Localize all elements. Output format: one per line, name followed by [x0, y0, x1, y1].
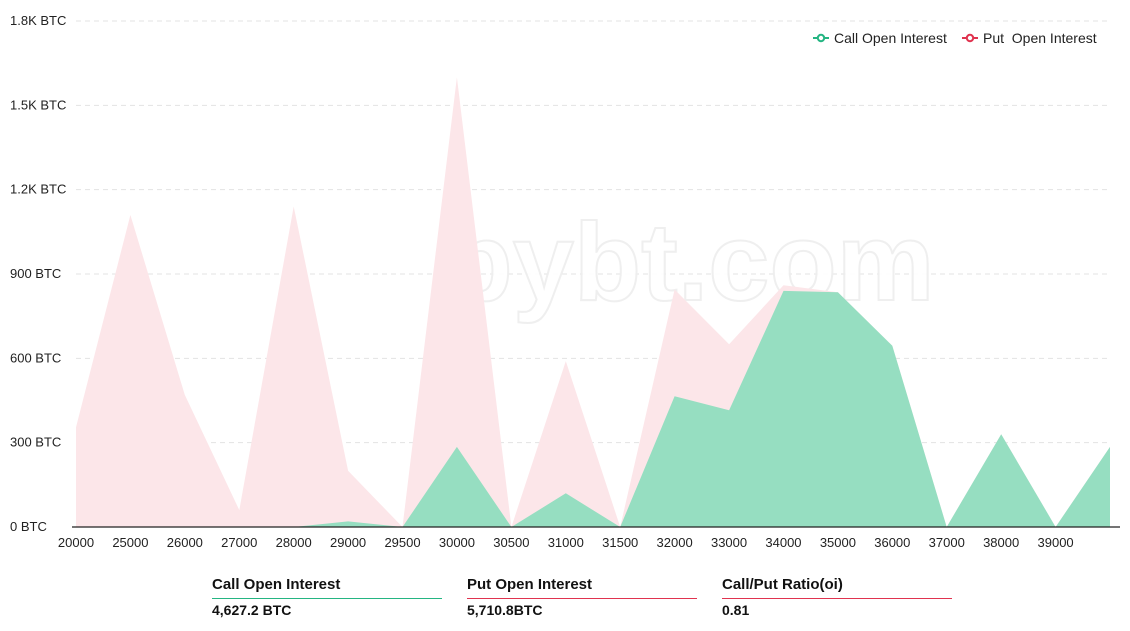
x-tick-label: 33000	[711, 535, 747, 550]
x-axis: 20000 25000 26000 27000 28000 29000 29500 30000…	[58, 526, 1120, 550]
x-tick-label: 37000	[929, 535, 965, 550]
summary-ratio: Call/Put Ratio(oi) 0.81	[722, 576, 952, 618]
x-tick-label: 30000	[439, 535, 475, 550]
y-axis: 0 BTC 300 BTC 600 BTC 900 BTC 1.2K BTC 1.5K B…	[10, 13, 66, 534]
legend-label[interactable]: Put Open Interest	[983, 30, 1097, 46]
summary-put-label: Put Open Interest	[467, 576, 697, 599]
x-tick-label: 34000	[765, 535, 801, 550]
summary-call: Call Open Interest 4,627.2 BTC	[212, 576, 442, 618]
y-tick-label: 600 BTC	[10, 350, 61, 365]
y-tick-label: 1.2K BTC	[10, 182, 66, 197]
gridlines	[76, 20, 1110, 444]
summary-ratio-label: Call/Put Ratio(oi)	[722, 576, 952, 599]
x-tick-label: 32000	[657, 535, 693, 550]
y-tick-label: 300 BTC	[10, 435, 61, 450]
watermark: bybt.com	[446, 201, 935, 324]
x-tick-label: 29000	[330, 535, 366, 550]
summary-put-value: 5,710.8BTC	[467, 602, 543, 618]
series-area-call	[76, 290, 1110, 527]
x-tick-label: 31000	[548, 535, 584, 550]
y-tick-label: 1.8K BTC	[10, 13, 66, 28]
summary-call-label: Call Open Interest	[212, 576, 442, 599]
series-areas	[76, 77, 1110, 527]
x-tick-label: 26000	[167, 535, 203, 550]
x-tick-label: 35000	[820, 535, 856, 550]
y-tick-label: 900 BTC	[10, 266, 61, 281]
x-tick-label: 36000	[874, 535, 910, 550]
legend: Call Open Interest Put Open Interest	[813, 30, 1097, 46]
x-tick-label: 38000	[983, 535, 1019, 550]
legend-label[interactable]: Call Open Interest	[834, 30, 947, 46]
x-tick-label: 25000	[112, 535, 148, 550]
legend-marker-icon	[965, 33, 975, 43]
x-tick-label: 29500	[384, 535, 420, 550]
x-tick-label: 20000	[58, 535, 94, 550]
y-tick-label: 1.5K BTC	[10, 97, 66, 112]
summary-put: Put Open Interest 5,710.8BTC	[467, 576, 697, 618]
legend-marker-icon	[816, 33, 826, 43]
x-tick-label: 28000	[276, 535, 312, 550]
y-tick-label: 0 BTC	[10, 519, 47, 534]
x-tick-label: 31500	[602, 535, 638, 550]
open-interest-chart: bybt.com 0 BTC 300 BTC 600 BTC 900 BTC 1.2K …	[10, 13, 1120, 550]
summary-ratio-value: 0.81	[722, 602, 750, 618]
summary-call-value: 4,627.2 BTC	[212, 602, 292, 618]
x-tick-label: 27000	[221, 535, 257, 550]
x-tick-label: 39000	[1038, 535, 1074, 550]
x-tick-label: 30500	[493, 535, 529, 550]
